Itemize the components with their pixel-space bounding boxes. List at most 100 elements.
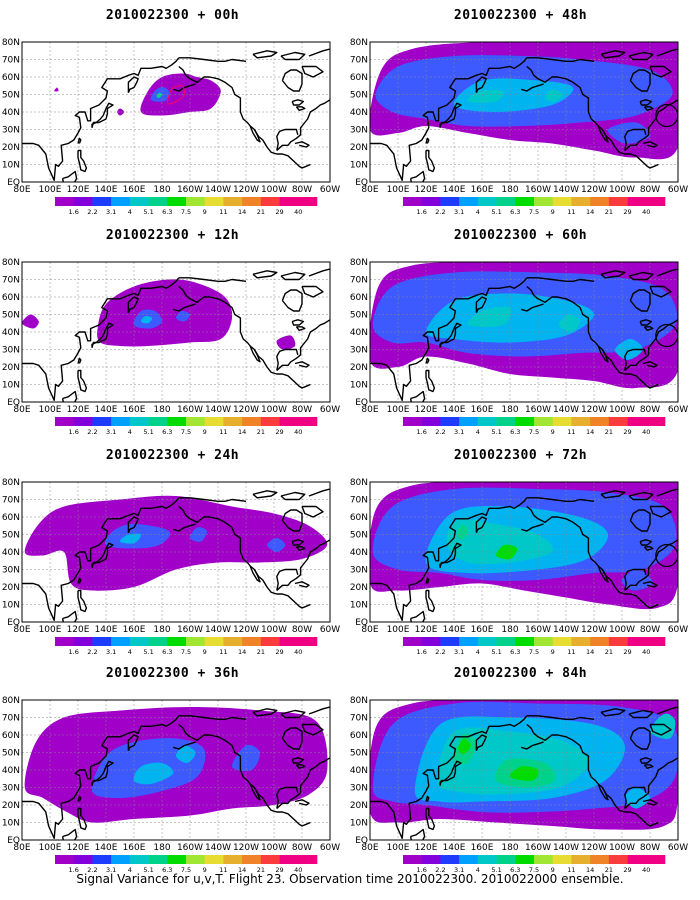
lon-tick-label: 100E xyxy=(39,405,62,415)
colorbar-label: 9 xyxy=(203,428,207,436)
colorbar-label: 9 xyxy=(551,866,555,874)
lon-tick-label: 160E xyxy=(123,405,146,415)
colorbar-swatch xyxy=(515,855,535,864)
colorbar-swatch xyxy=(129,855,149,864)
colorbar-swatch xyxy=(242,417,262,426)
lon-tick-label: 120E xyxy=(415,625,438,635)
colorbar-swatch xyxy=(223,197,243,206)
colorbar-label: 2.2 xyxy=(87,208,97,216)
colorbar-label: 3.1 xyxy=(106,648,116,656)
lon-tick-label: 60W xyxy=(320,625,340,635)
lat-tick-label: 60N xyxy=(2,513,20,523)
variance-contour xyxy=(175,310,191,322)
colorbar-label: 29 xyxy=(275,208,283,216)
lat-tick-label: EQ xyxy=(355,398,368,408)
colorbar-swatch xyxy=(646,417,666,426)
colorbar-swatch xyxy=(148,417,168,426)
lon-tick-label: 80W xyxy=(292,185,312,195)
lon-tick-label: 100W xyxy=(261,843,287,853)
colorbar-label: 2.2 xyxy=(87,648,97,656)
colorbar-label: 11 xyxy=(219,866,227,874)
colorbar-label: 40 xyxy=(294,208,302,216)
lon-tick-label: 140W xyxy=(553,185,579,195)
colorbar-swatch xyxy=(608,637,628,646)
variance-contour xyxy=(453,78,574,112)
colorbar-swatch xyxy=(129,197,149,206)
colorbar-label: 14 xyxy=(586,208,594,216)
lon-tick-label: 140W xyxy=(205,625,231,635)
colorbar-label: 29 xyxy=(275,428,283,436)
variance-contour xyxy=(140,316,153,324)
colorbar-swatch xyxy=(73,197,93,206)
colorbar-swatch xyxy=(459,637,479,646)
colorbar-swatch xyxy=(298,417,318,426)
colorbar-swatch xyxy=(403,417,423,426)
lat-tick-label: 40N xyxy=(350,766,368,776)
colorbar-swatch xyxy=(571,855,591,864)
colorbar: 1.6 2.2 3.1 4 5.1 6.3 7.5 9 11 14 21 29 40 xyxy=(55,197,318,216)
panel-24h: 2010022300 + 24h 80N 70N 60N 50N 40N 30N 20N 10… xyxy=(0,440,345,660)
colorbar-swatch xyxy=(496,855,516,864)
colorbar-label: 14 xyxy=(238,208,246,216)
variance-contour xyxy=(175,745,196,764)
lat-tick-label: 80N xyxy=(2,258,20,268)
lon-tick-label: 120W xyxy=(233,843,259,853)
lon-tick-label: 180 xyxy=(153,625,170,635)
lon-tick-label: 100W xyxy=(261,405,287,415)
colorbar-label: 21 xyxy=(605,208,613,216)
lat-tick-label: 40N xyxy=(350,108,368,118)
lat-tick-label: 70N xyxy=(2,714,20,724)
lat-tick-label: 30N xyxy=(350,346,368,356)
lon-tick-label: 80W xyxy=(640,405,660,415)
colorbar-swatch xyxy=(111,197,131,206)
panel-12h: 2010022300 + 12h 80N 70N 60N 50N 40N 30N 20N 10… xyxy=(0,220,345,440)
colorbar-label: 4 xyxy=(476,648,480,656)
colorbar-swatch xyxy=(477,197,497,206)
lat-tick-label: 80N xyxy=(350,258,368,268)
lat-tick-label: EQ xyxy=(355,178,368,188)
lon-tick-label: 180 xyxy=(501,625,518,635)
colorbar-label: 7.5 xyxy=(529,866,539,874)
lon-tick-label: 120E xyxy=(67,843,90,853)
colorbar-swatch xyxy=(242,197,262,206)
colorbar-swatch xyxy=(73,637,93,646)
lon-tick-label: 100E xyxy=(39,843,62,853)
colorbar-label: 29 xyxy=(275,648,283,656)
lon-tick-label: 60W xyxy=(320,843,340,853)
colorbar-swatch xyxy=(459,197,479,206)
colorbar-swatch xyxy=(55,855,75,864)
lon-tick-label: 180 xyxy=(501,185,518,195)
colorbar-swatch xyxy=(167,637,187,646)
map-frame xyxy=(21,481,331,623)
colorbar-label: 14 xyxy=(586,428,594,436)
colorbar-swatch xyxy=(92,197,112,206)
panel-title: 2010022300 + 60h xyxy=(453,228,588,243)
lat-tick-label: 70N xyxy=(350,56,368,66)
lon-tick-label: 140W xyxy=(553,405,579,415)
colorbar-swatch xyxy=(627,855,647,864)
colorbar-label: 11 xyxy=(567,208,575,216)
variance-contour xyxy=(54,87,59,92)
colorbar-label: 5.1 xyxy=(143,208,153,216)
lon-tick-label: 140E xyxy=(95,405,118,415)
colorbar-swatch xyxy=(440,637,460,646)
colorbar-swatch xyxy=(242,637,262,646)
lon-tick-label: 160E xyxy=(123,843,146,853)
lat-tick-label: 50N xyxy=(350,311,368,321)
lon-tick-label: 80E xyxy=(13,185,30,195)
lon-tick-label: 80E xyxy=(361,625,378,635)
panel-title: 2010022300 + 48h xyxy=(453,8,588,23)
lon-tick-label: 180 xyxy=(501,405,518,415)
coastlines xyxy=(22,268,330,402)
lon-tick-label: 140W xyxy=(553,843,579,853)
colorbar-label: 6.3 xyxy=(162,428,172,436)
lat-tick-label: 30N xyxy=(350,126,368,136)
colorbar: 1.6 2.2 3.1 4 5.1 6.3 7.5 9 11 14 21 29 40 xyxy=(403,197,666,216)
colorbar-label: 7.5 xyxy=(181,208,191,216)
colorbar-label: 5.1 xyxy=(491,208,501,216)
colorbar-swatch xyxy=(55,417,75,426)
lon-tick-label: 140W xyxy=(205,405,231,415)
colorbar-swatch xyxy=(590,197,610,206)
